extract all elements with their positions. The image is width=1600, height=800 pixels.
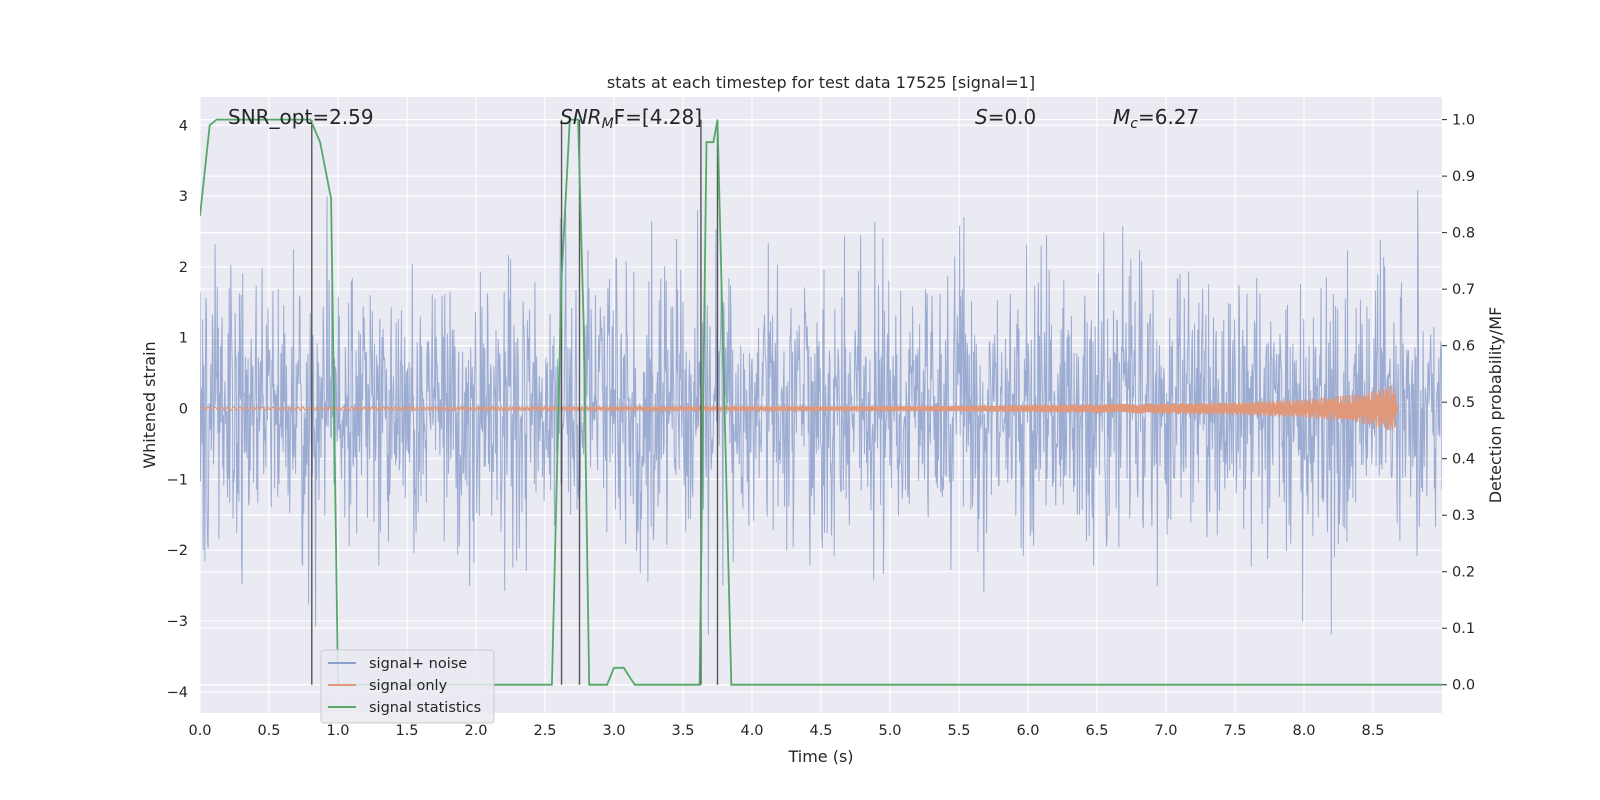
x-tick-label: 2.5 — [533, 723, 556, 739]
legend-box — [320, 649, 495, 724]
legend-label-signal-noise: signal+ noise — [369, 656, 467, 672]
x-tick-label: 5.0 — [878, 723, 901, 739]
y-tick-label: 1 — [179, 331, 188, 347]
snr-mf-var: SNR — [560, 105, 602, 129]
legend: signal+ noise signal only signal statist… — [320, 649, 495, 724]
y-right-tick-label: 0.1 — [1452, 621, 1475, 637]
x-tick-label: 6.5 — [1085, 723, 1108, 739]
x-tick-label: 4.0 — [740, 723, 763, 739]
snr-mf-rest: F=[4.28] — [614, 105, 702, 129]
y-right-tick-label: 0.2 — [1452, 565, 1475, 581]
x-tick-label: 7.0 — [1154, 723, 1177, 739]
mc-sub: c — [1130, 116, 1138, 132]
snr-opt-annotation: SNR_opt=2.59 — [228, 105, 374, 129]
statistics-layer — [200, 118, 1442, 686]
x-tick-label: 3.0 — [602, 723, 625, 739]
x-tick-label: 3.5 — [671, 723, 694, 739]
s-annotation: S=0.0 — [975, 105, 1036, 129]
y-tick-label: 4 — [179, 118, 188, 134]
y-axis-right: 1.0 0.9 0.8 0.7 0.6 0.5 0.4 0.3 0.2 0.1 0.0 — [1442, 113, 1475, 694]
marker-lines — [311, 119, 719, 685]
x-axis-label: Time (s) — [787, 747, 853, 766]
y-right-tick-label: 1.0 — [1452, 113, 1475, 129]
y-tick-label: 3 — [179, 189, 188, 205]
snr-mf-annotation: SNRMF=[4.28] — [560, 105, 702, 132]
x-tick-label: 0.5 — [257, 723, 280, 739]
y-right-tick-label: 0.3 — [1452, 508, 1475, 524]
x-tick-label: 2.0 — [464, 723, 487, 739]
chart-title: stats at each timestep for test data 175… — [607, 73, 1035, 92]
y-tick-label: −1 — [167, 472, 188, 488]
series-signal-only-line — [200, 384, 1399, 431]
x-tick-label: 8.5 — [1361, 723, 1384, 739]
x-tick-label: 1.5 — [395, 723, 418, 739]
data-layer — [200, 190, 1442, 636]
snr-mf-sub: M — [602, 116, 614, 132]
y-tick-label: 2 — [179, 260, 188, 276]
y-right-tick-label: 0.9 — [1452, 169, 1475, 185]
y-tick-label: −2 — [167, 543, 188, 559]
y-axis-left: 4 3 2 1 0 −1 −2 −3 −4 — [167, 118, 188, 700]
s-rest: =0.0 — [988, 105, 1037, 129]
y-right-tick-label: 0.5 — [1452, 395, 1475, 411]
y-tick-label: 0 — [179, 402, 188, 418]
y-right-tick-label: 0.8 — [1452, 226, 1475, 242]
x-tick-label: 4.5 — [809, 723, 832, 739]
x-axis: 0.0 0.5 1.0 1.5 2.0 2.5 3.0 3.5 4.0 4.5 5.0 5.5 6.0 6… — [188, 723, 1384, 739]
x-tick-label: 0.0 — [188, 723, 211, 739]
series-signal-statistics-line — [200, 118, 1442, 686]
legend-label-signal-statistics: signal statistics — [369, 700, 481, 716]
y-axis-label: Whitened strain — [140, 341, 159, 468]
x-tick-label: 1.0 — [326, 723, 349, 739]
mc-var: M — [1113, 105, 1130, 129]
series-signal-noise-line — [200, 190, 1442, 636]
legend-label-signal-only: signal only — [369, 678, 448, 694]
y-right-tick-label: 0.4 — [1452, 452, 1475, 468]
y-tick-label: −4 — [167, 685, 188, 701]
y-right-tick-label: 0.7 — [1452, 282, 1475, 298]
y-right-tick-label: 0.6 — [1452, 339, 1475, 355]
y-right-tick-label: 0.0 — [1452, 678, 1475, 694]
x-tick-label: 6.0 — [1016, 723, 1039, 739]
y-tick-label: −3 — [167, 614, 188, 630]
s-var: S — [975, 105, 988, 129]
mc-rest: =6.27 — [1138, 105, 1199, 129]
y-axis-right-label: Detection probability/MF — [1486, 307, 1505, 504]
x-tick-label: 5.5 — [947, 723, 970, 739]
mc-annotation: Mc=6.27 — [1113, 105, 1199, 132]
x-tick-label: 8.0 — [1292, 723, 1315, 739]
x-tick-label: 7.5 — [1223, 723, 1246, 739]
